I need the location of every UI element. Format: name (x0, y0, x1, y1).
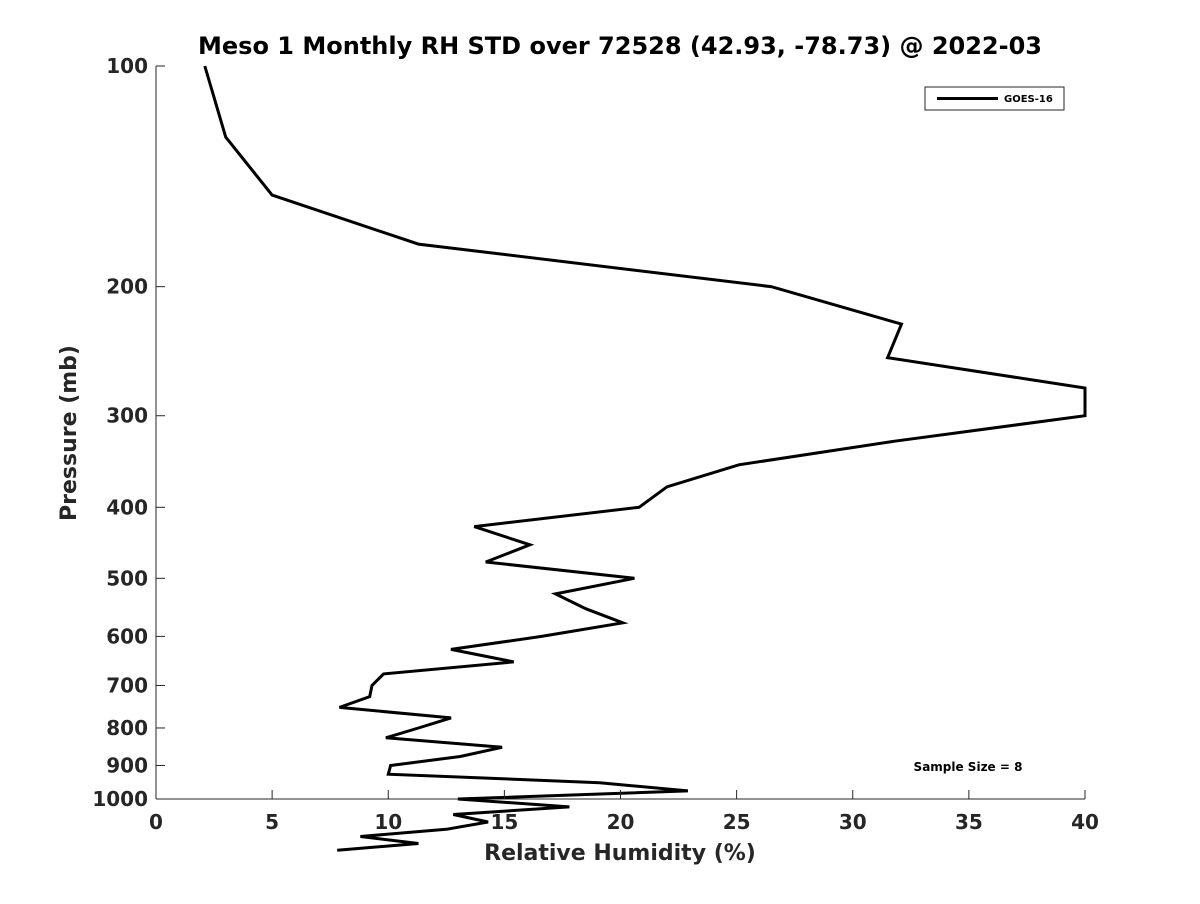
x-axis-label: Relative Humidity (%) (484, 841, 756, 866)
x-tick-label-40: 40 (1071, 810, 1099, 834)
y-tick-label-600: 600 (106, 624, 148, 648)
x-tick-label-35: 35 (955, 810, 983, 834)
chart-title: Meso 1 Monthly RH STD over 72528 (42.93,… (198, 32, 1042, 60)
y-tick-label-800: 800 (106, 716, 148, 740)
tick-layer: 0 5 10 15 20 25 30 35 40 100 200 300 400 500 600 700 800… (92, 54, 1099, 834)
x-tick-label-5: 5 (265, 810, 279, 834)
series-line-goes-16 (203, 65, 1087, 852)
y-tick-label-1000: 1000 (92, 787, 148, 811)
legend: GOES-16 (924, 86, 1065, 111)
y-tick-label-900: 900 (106, 753, 148, 777)
x-tick-label-20: 20 (607, 810, 635, 834)
x-tick-label-0: 0 (149, 810, 163, 834)
x-tick-label-30: 30 (839, 810, 867, 834)
x-tick-label-25: 25 (723, 810, 751, 834)
y-axis-label: Pressure (mb) (57, 345, 82, 521)
x-tick-label-15: 15 (490, 810, 518, 834)
series-layer (203, 65, 1087, 852)
x-tick-label-10: 10 (374, 810, 402, 834)
y-tick-label-300: 300 (106, 404, 148, 428)
y-tick-label-700: 700 (106, 673, 148, 697)
legend-label-goes-16: GOES-16 (1004, 94, 1053, 105)
y-tick-label-400: 400 (106, 495, 148, 519)
y-tick-label-200: 200 (106, 275, 148, 299)
y-tick-label-500: 500 (106, 566, 148, 590)
sample-size-annotation: Sample Size = 8 (914, 760, 1023, 774)
y-tick-label-100: 100 (106, 54, 148, 78)
